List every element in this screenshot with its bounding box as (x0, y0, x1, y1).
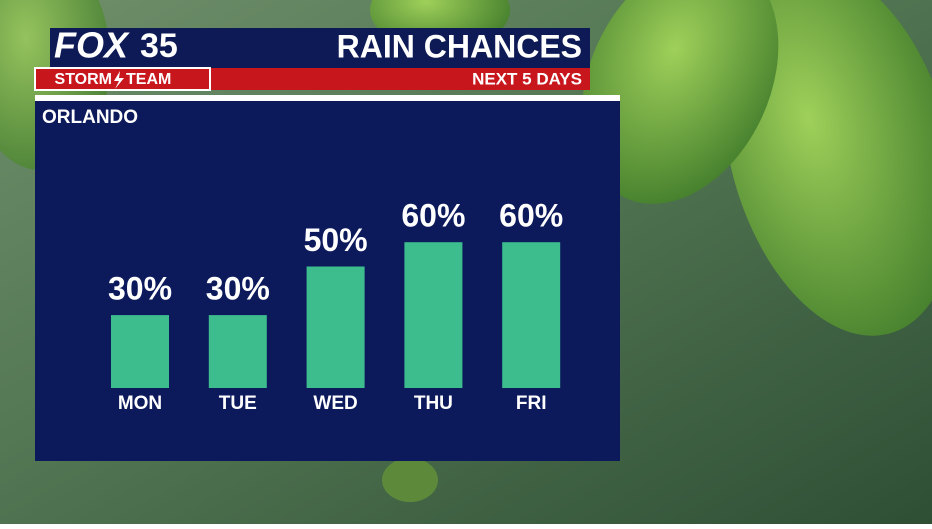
leaf (722, 0, 932, 336)
value-label: 30% (206, 271, 270, 307)
leaf (382, 458, 438, 502)
x-tick-label: THU (414, 393, 453, 414)
network-logo: FOX (54, 25, 130, 66)
bar (502, 242, 561, 388)
channel-number: 35 (140, 27, 178, 65)
location: ORLANDO (42, 107, 138, 128)
leaf (581, 0, 779, 204)
bar (111, 315, 169, 388)
x-tick-label: TUE (219, 393, 257, 414)
value-label: 60% (401, 198, 465, 234)
bar (306, 266, 365, 388)
value-label: 30% (108, 271, 172, 307)
chart-subtitle: NEXT 5 DAYS (472, 69, 582, 88)
x-tick-label: FRI (516, 393, 547, 414)
title-bar (50, 28, 590, 68)
x-tick-label: WED (313, 393, 357, 414)
team-name: STORM (55, 71, 112, 88)
value-label: 60% (499, 198, 563, 234)
panel-stripe (35, 95, 620, 101)
bar (404, 242, 463, 388)
bolt-icon (114, 71, 124, 89)
chart-title: RAIN CHANCES (337, 28, 582, 64)
x-tick-label: MON (118, 393, 162, 414)
bar (208, 315, 267, 388)
team-name: TEAM (126, 71, 171, 88)
value-label: 50% (304, 222, 368, 258)
